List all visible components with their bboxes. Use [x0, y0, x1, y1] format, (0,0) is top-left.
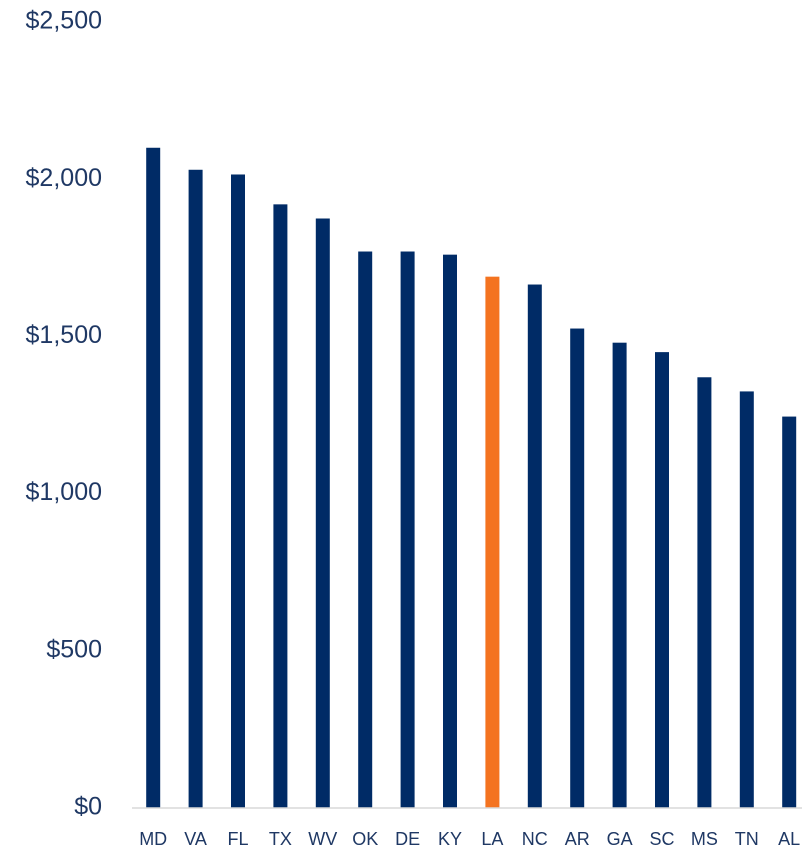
bar: [782, 416, 797, 808]
bar: [443, 254, 457, 808]
bar: [485, 276, 500, 808]
x-tick-label: SC: [649, 829, 674, 849]
y-tick-label: $2,500: [26, 7, 102, 35]
x-tick-label: LA: [481, 829, 503, 849]
x-tick-label: KY: [438, 829, 462, 849]
y-tick-label: $1,500: [26, 321, 102, 349]
bar: [697, 377, 712, 808]
x-tick-label: WV: [308, 829, 337, 849]
y-tick-label: $2,000: [26, 164, 102, 192]
x-tick-label: AL: [778, 829, 800, 849]
y-tick-label: $500: [46, 635, 102, 663]
bar: [612, 342, 627, 808]
x-tick-label: AR: [565, 829, 590, 849]
x-tick-label: OK: [352, 829, 378, 849]
x-tick-label: GA: [607, 829, 633, 849]
bar: [188, 169, 203, 808]
x-tick-label: MD: [139, 829, 167, 849]
y-tick-label: $1,000: [26, 478, 102, 506]
x-tick-label: TN: [735, 829, 759, 849]
bar: [527, 284, 542, 808]
bar: [315, 218, 330, 808]
y-tick-label: $0: [74, 793, 102, 821]
x-tick-label: FL: [227, 829, 248, 849]
bar: [273, 204, 288, 809]
bar: [358, 251, 373, 809]
x-tick-label: VA: [184, 829, 207, 849]
bar: [231, 174, 245, 808]
x-tick-label: DE: [395, 829, 420, 849]
x-tick-label: NC: [522, 829, 548, 849]
bar: [570, 328, 585, 808]
bar: [400, 251, 415, 809]
bar: [739, 391, 754, 808]
x-tick-label: TX: [269, 829, 292, 849]
bar: [655, 352, 669, 808]
bar: [146, 147, 161, 808]
x-tick-label: MS: [691, 829, 718, 849]
